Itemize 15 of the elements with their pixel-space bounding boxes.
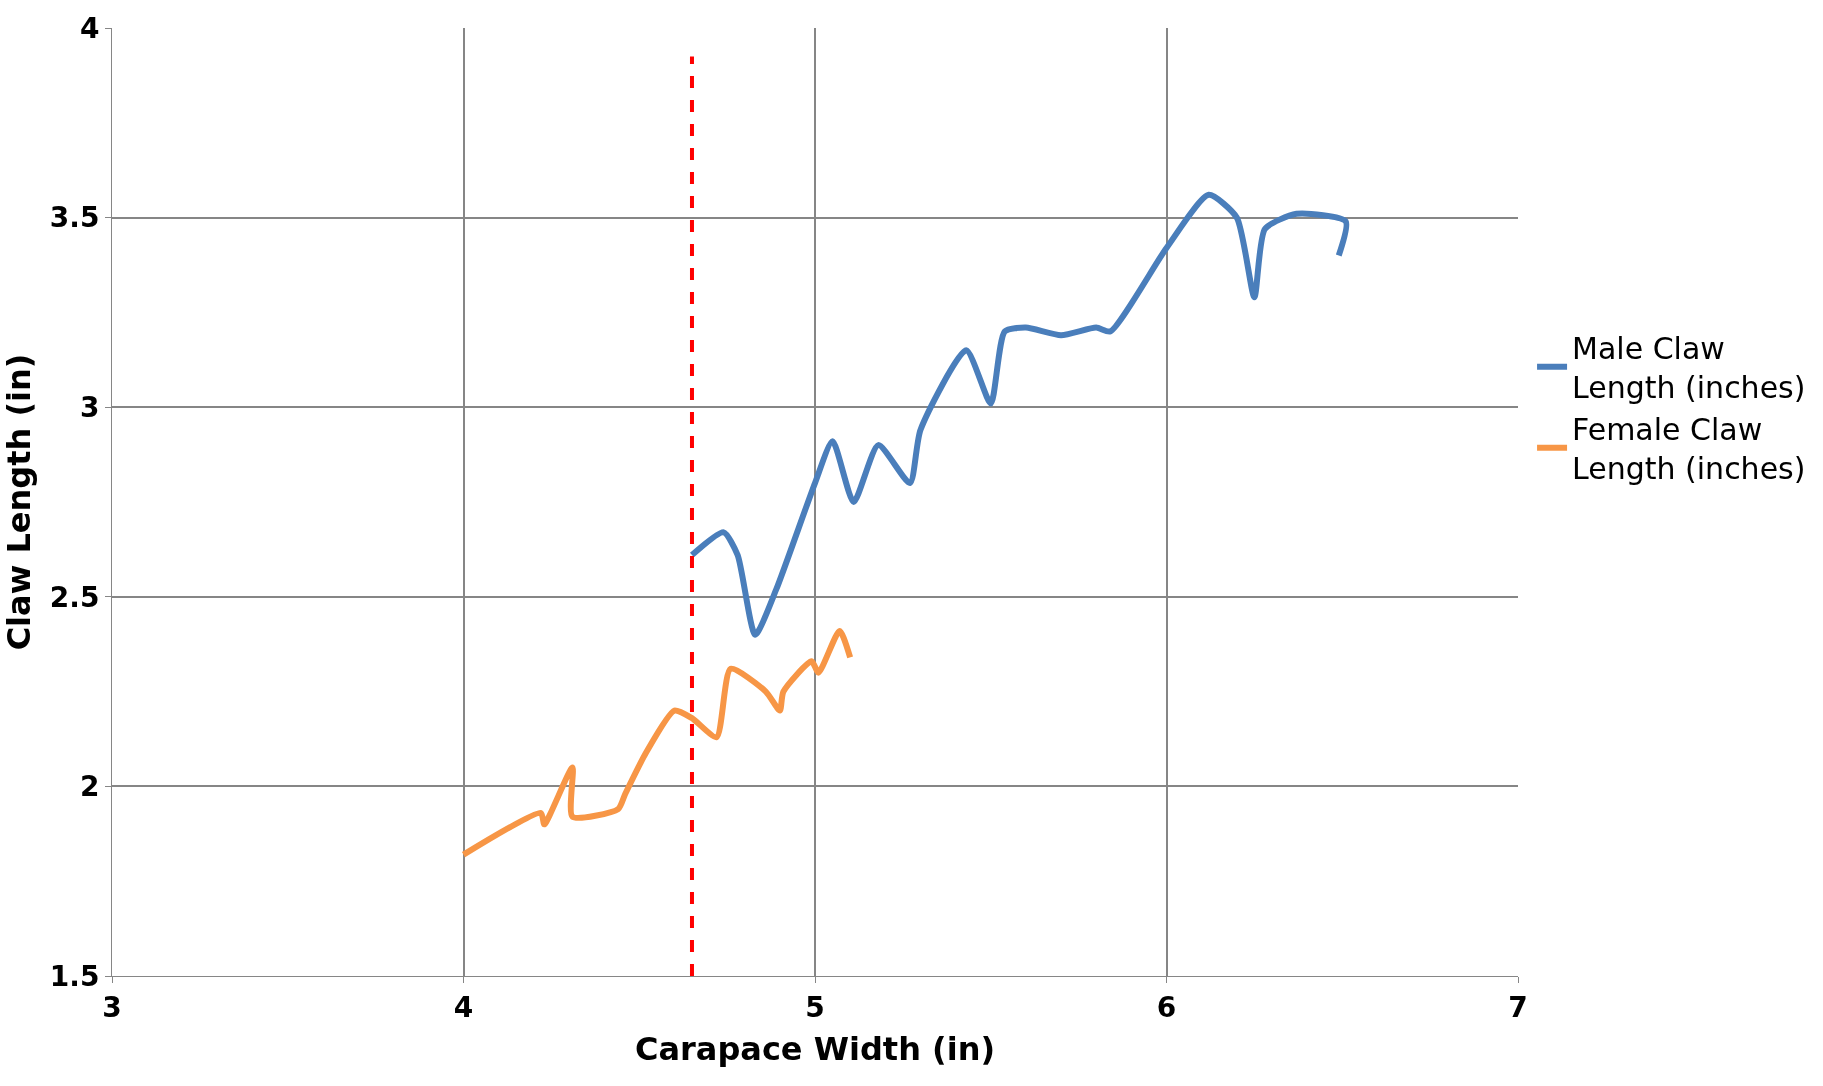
y-tick-label: 2 xyxy=(79,770,100,804)
x-tick-label: 5 xyxy=(805,990,825,1024)
x-tick-label: 3 xyxy=(102,990,122,1024)
y-tick-label: 1.5 xyxy=(49,959,100,993)
x-tick-label: 4 xyxy=(453,990,474,1024)
x-tick-label: 7 xyxy=(1508,990,1528,1024)
legend-label: Female Claw Length (inches) xyxy=(1572,411,1806,486)
y-tick-label: 2.5 xyxy=(49,580,100,614)
y-tick-label: 3.5 xyxy=(49,201,100,235)
x-axis-title: Carapace Width (in) xyxy=(634,1030,996,1069)
x-tick-label: 6 xyxy=(1156,990,1177,1024)
legend-label: Male Claw Length (inches) xyxy=(1572,330,1806,405)
y-tick-label: 4 xyxy=(79,11,100,45)
y-axis-title: Claw Length (in) xyxy=(0,353,38,651)
y-tick-label: 3 xyxy=(79,391,100,424)
